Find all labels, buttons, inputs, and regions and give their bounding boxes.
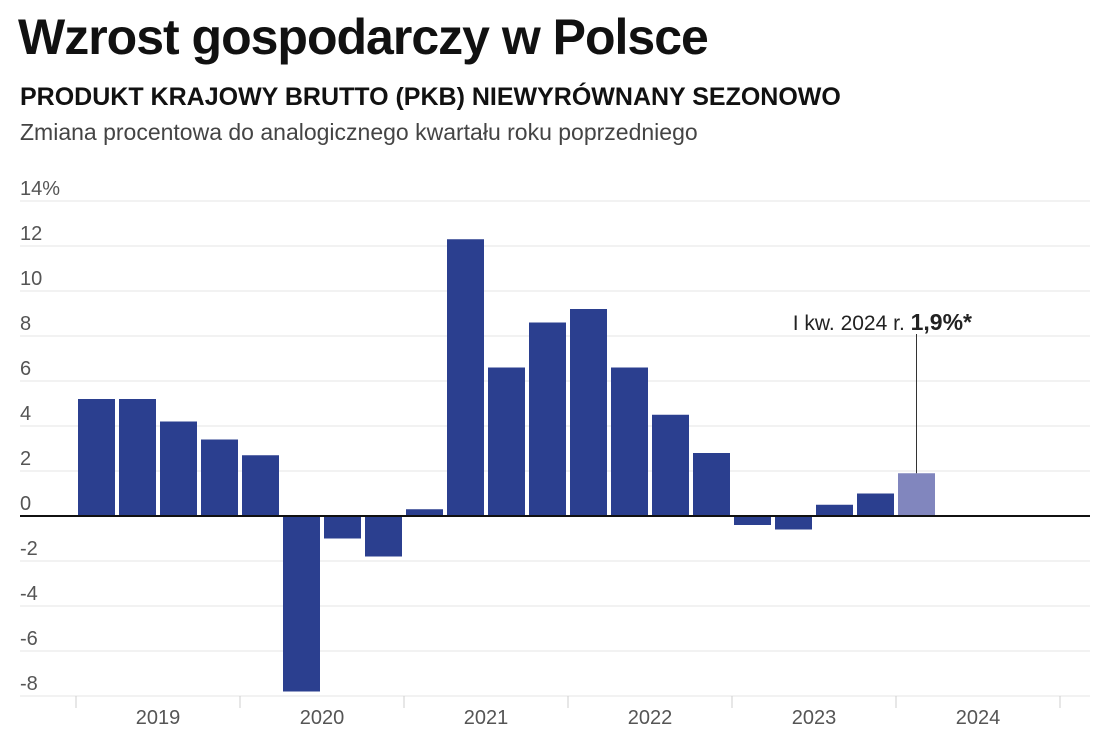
- y-axis-ticks: 14% 12 10 8 6 4 2 0 -2 -4 -6 -8: [20, 178, 60, 695]
- bar-ii-kw-2019: [119, 399, 156, 516]
- bar-iv-kw-2021: [529, 322, 566, 516]
- y-tick-label: -8: [20, 673, 38, 695]
- bar-ii-kw-2020: [283, 516, 320, 692]
- bar-iv-kw-2019: [201, 439, 238, 516]
- y-tick-label: 12: [20, 223, 42, 245]
- y-tick-label: 4: [20, 403, 31, 425]
- x-year-label: 2022: [628, 707, 673, 729]
- x-year-label: 2021: [464, 707, 509, 729]
- chart-subtitle: PRODUKT KRAJOWY BRUTTO (PKB) NIEWYRÓWNAN…: [20, 83, 841, 111]
- bar-iv-kw-2020: [365, 516, 402, 557]
- y-tick-label: 10: [20, 268, 42, 290]
- x-year-label: 2023: [792, 707, 837, 729]
- y-tick-label: 0: [20, 493, 31, 515]
- bar-i-kw-2024: [898, 473, 935, 516]
- y-tick-label: 2: [20, 448, 31, 470]
- bar-iv-kw-2023: [857, 493, 894, 516]
- bar-iii-kw-2022: [652, 414, 689, 516]
- chart-title: Wzrost gospodarczy w Polsce: [18, 9, 709, 65]
- bar-ii-kw-2021: [447, 239, 484, 516]
- x-axis: 2019 2020 2021 2022 2023 2024: [75, 696, 1061, 729]
- x-year-label: 2024: [956, 707, 1001, 729]
- bar-i-kw-2020: [242, 455, 279, 516]
- y-tick-label: 8: [20, 313, 31, 335]
- bar-i-kw-2019: [78, 399, 115, 516]
- bar-i-kw-2021: [406, 509, 443, 516]
- bar-i-kw-2023: [734, 516, 771, 525]
- x-year-label: 2019: [136, 707, 181, 729]
- annotation-text: I kw. 2024 r. 1,9%*: [793, 309, 972, 335]
- annotation-label: I kw. 2024 r.: [793, 312, 911, 335]
- bar-iii-kw-2023: [816, 504, 853, 516]
- y-tick-label: 14%: [20, 178, 60, 200]
- y-tick-label: -4: [20, 583, 38, 605]
- bar-iv-kw-2022: [693, 453, 730, 516]
- annotation-value: 1,9%*: [911, 309, 972, 335]
- annotation: I kw. 2024 r. 1,9%*: [793, 309, 972, 474]
- chart-description: Zmiana procentowa do analogicznego kwart…: [20, 119, 698, 145]
- x-year-label: 2020: [300, 707, 345, 729]
- bar-ii-kw-2022: [611, 367, 648, 516]
- bar-iii-kw-2020: [324, 516, 361, 539]
- bar-i-kw-2022: [570, 309, 607, 516]
- bar-iii-kw-2019: [160, 421, 197, 516]
- bar-iii-kw-2021: [488, 367, 525, 516]
- bar-ii-kw-2023: [775, 516, 812, 530]
- y-tick-label: -2: [20, 538, 38, 560]
- y-tick-label: 6: [20, 358, 31, 380]
- bars: [20, 239, 1090, 692]
- y-tick-label: -6: [20, 628, 38, 650]
